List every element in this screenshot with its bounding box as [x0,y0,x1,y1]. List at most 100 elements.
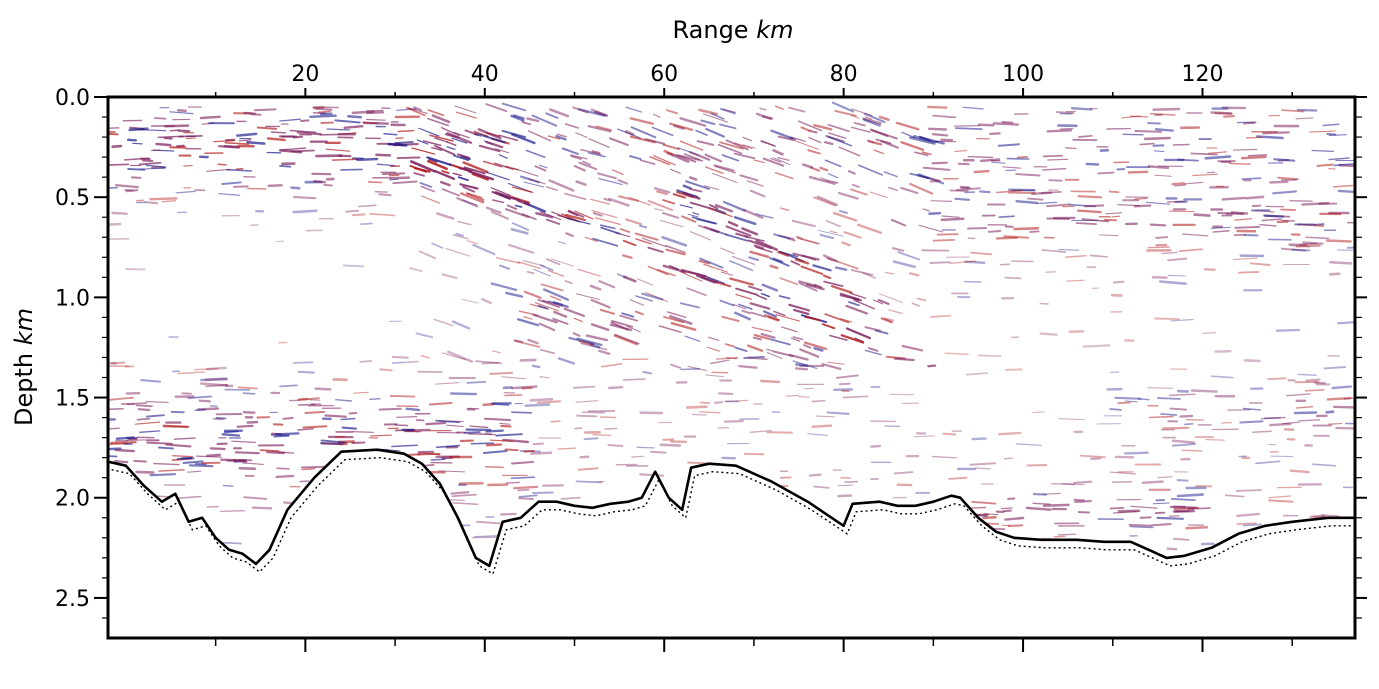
seismic-streak [631,455,645,458]
seismic-streak [919,135,933,143]
seismic-streak [435,444,461,449]
seismic-streak [1081,218,1110,223]
seismic-streak [774,171,794,180]
seismic-streak [1158,280,1187,286]
seismic-streak [823,254,837,262]
seismic-streak [219,510,246,513]
seismic-streak [156,495,169,498]
seismic-streak [1145,201,1171,205]
seismic-streak [807,149,821,155]
seismic-streak [420,195,441,204]
seismic-streak [279,164,292,168]
seismic-streak [462,186,476,193]
seismic-streak [698,259,711,265]
seismic-streak [1133,197,1148,200]
seismic-streak [1073,498,1086,502]
x-tick-label: 20 [291,62,319,87]
seismic-streak [1085,162,1100,166]
seismic-streak [1242,523,1262,527]
seismic-streak [1147,246,1170,249]
seismic-streak [663,149,675,156]
seismic-streak [1184,422,1194,426]
seismic-streak [828,132,847,140]
seismic-streak [685,180,710,190]
seismic-streak [573,317,583,323]
seismic-streak [580,342,608,351]
seismic-streak [1111,215,1121,218]
seismic-streak [998,215,1015,219]
seismic-streak [1249,262,1271,266]
seismic-streak [629,155,642,160]
seismic-streak [621,312,635,318]
seismic-streak [773,233,790,240]
seismic-streak [506,204,518,210]
seismic-streak [482,402,495,407]
seismic-streak [550,258,574,267]
seismic-streak [674,153,697,163]
seismic-streak [1105,212,1123,215]
seismic-streak [585,334,608,342]
seismic-streak [110,361,126,365]
seismic-streak [396,416,418,418]
seismic-streak [205,383,229,388]
seismic-streak [504,394,523,397]
seismic-streak [538,164,548,169]
seismic-streak [418,250,437,260]
seismic-streak [1291,248,1311,252]
seismic-streak [833,211,858,222]
seismic-streak [279,118,301,122]
seismic-streak [747,344,764,352]
seismic-streak [137,408,151,412]
seismic-streak [341,426,357,430]
seismic-streak [292,361,314,364]
seismic-streak [1007,497,1016,501]
seismic-streak [1109,471,1137,475]
seismic-streak [634,232,659,241]
seismic-streak [531,364,541,369]
seismic-streak [713,401,724,404]
seismic-streak [1329,272,1341,276]
seismic-streak [967,227,987,230]
seismic-streak [550,420,561,423]
seismic-streak [724,343,735,348]
seismic-streak [163,137,173,140]
seismic-streak [499,422,511,425]
seismic-streak [1117,401,1132,405]
seismic-streak [1032,493,1048,496]
seismic-streak [335,399,352,402]
seismic-streak [1304,388,1325,392]
seismic-streak [824,313,850,324]
seismic-streak [669,314,693,325]
seismic-streak [222,484,234,487]
seismic-streak [1223,114,1236,118]
seismic-streak [540,283,564,292]
seismic-streak [1210,375,1234,379]
seismic-streak [495,433,523,437]
seismic-streak [379,368,393,372]
seismic-streak [537,304,549,310]
seismic-streak [446,132,472,144]
seismic-streak [297,428,314,431]
seismic-streak [748,256,759,262]
seismic-streak [683,153,701,161]
seismic-streak [471,172,489,181]
seismic-streak [1192,173,1219,177]
seismic-streak [1003,457,1013,460]
seismic-streak [508,243,535,254]
seismic-streak [885,271,895,275]
seismic-streak [451,320,471,330]
seismic-streak [431,242,444,249]
seismic-streak [822,274,832,280]
seismic-streak [441,188,460,197]
seismic-streak [622,254,633,259]
seismic-streak [1155,236,1169,239]
seismic-streak [732,303,747,310]
seismic-streak [819,166,829,172]
seismic-streak [128,127,149,132]
seismic-streak [790,337,801,342]
seismic-streak [600,226,621,235]
seismic-streak [1097,171,1115,175]
seismic-streak [392,180,418,185]
seismic-streak [826,179,839,184]
